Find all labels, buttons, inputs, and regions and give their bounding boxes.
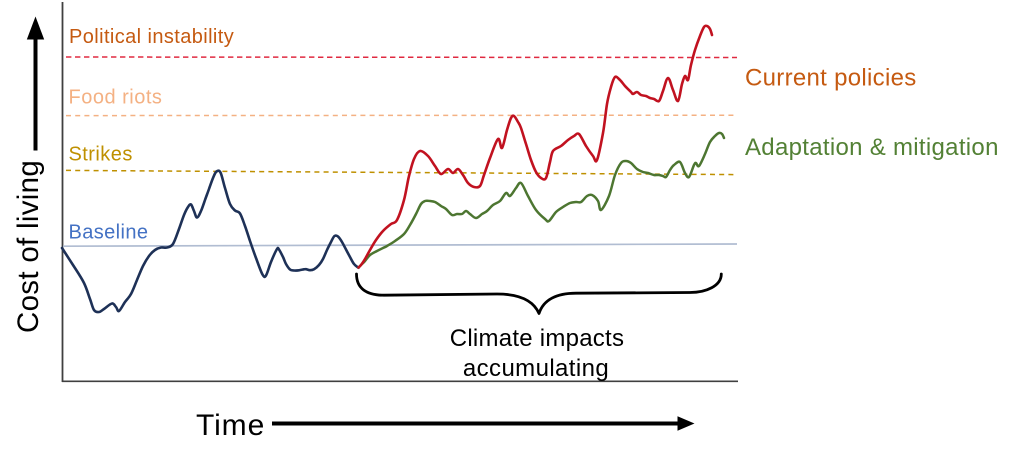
svg-text:Time: Time [196, 409, 265, 442]
svg-text:Baseline: Baseline [69, 222, 149, 244]
svg-text:Strikes: Strikes [69, 144, 133, 166]
svg-text:Political instability: Political instability [69, 26, 234, 48]
svg-text:Climate impacts: Climate impacts [450, 325, 624, 352]
svg-text:Cost of living: Cost of living [12, 160, 45, 333]
svg-text:Adaptation & mitigation: Adaptation & mitigation [745, 134, 999, 161]
svg-text:Current policies: Current policies [745, 64, 917, 91]
svg-text:accumulating: accumulating [463, 355, 609, 382]
svg-text:Food riots: Food riots [69, 87, 163, 109]
